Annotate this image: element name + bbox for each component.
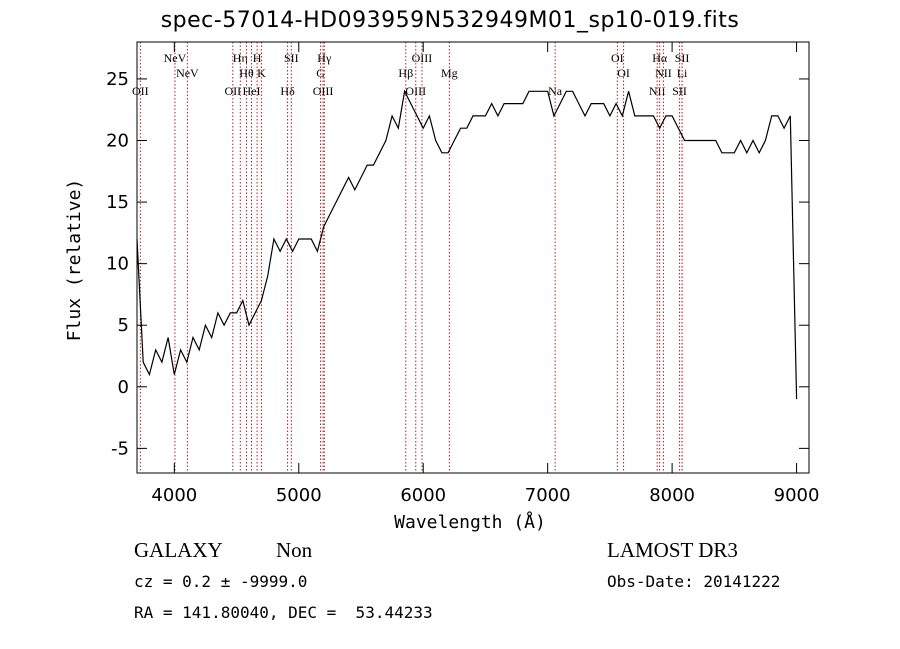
x-tick-label: 8000 bbox=[649, 485, 695, 506]
emission-line-markers: OIINeVNeVOIIHηHθHeIHKHδSIIGOIIIHγHβOIIIO… bbox=[132, 42, 689, 473]
line-marker-label: Hγ bbox=[317, 51, 332, 65]
line-marker-label: OIII bbox=[313, 84, 334, 98]
line-marker-label: SII bbox=[675, 51, 690, 65]
line-marker-label: SII bbox=[284, 51, 299, 65]
line-marker-label: NII bbox=[655, 66, 672, 80]
y-tick-label: 0 bbox=[118, 377, 129, 398]
line-marker-label: OIII bbox=[412, 51, 433, 65]
line-marker-label: Mg bbox=[441, 66, 458, 80]
y-axis-label: Flux (relative) bbox=[64, 179, 85, 342]
line-marker-label: NeV bbox=[164, 51, 187, 65]
line-marker-label: Hθ bbox=[239, 66, 254, 80]
line-marker-label: G bbox=[316, 66, 325, 80]
x-axis-label: Wavelength (Å) bbox=[394, 511, 546, 533]
line-marker-label: H bbox=[253, 51, 262, 65]
line-marker-label: OI bbox=[617, 66, 630, 80]
y-tick-label: 5 bbox=[118, 315, 129, 336]
y-tick-label: 20 bbox=[106, 131, 129, 152]
line-marker-label: NeV bbox=[176, 66, 199, 80]
y-tick-label: 25 bbox=[106, 69, 129, 90]
x-tick-label: 4000 bbox=[151, 485, 197, 506]
coordinates-text: RA = 141.80040, DEC = 53.44233 bbox=[134, 603, 433, 622]
y-tick-label: -5 bbox=[111, 438, 129, 459]
x-axis: 4000 5000 6000 7000 8000 9000 bbox=[151, 42, 819, 506]
line-marker-label: Na bbox=[548, 84, 563, 98]
line-marker-label: OII bbox=[224, 84, 241, 98]
redshift-text: cz = 0.2 ± -9999.0 bbox=[134, 572, 308, 591]
line-marker-label: Li bbox=[677, 66, 688, 80]
plot-frame bbox=[136, 41, 810, 474]
x-tick-label: 6000 bbox=[400, 485, 446, 506]
obs-date-text: Obs-Date: 20141222 bbox=[607, 572, 781, 591]
survey-label: LAMOST DR3 bbox=[607, 538, 738, 562]
line-marker-label: K bbox=[257, 66, 266, 80]
line-marker-label: Hη bbox=[233, 51, 248, 65]
y-tick-label: 15 bbox=[106, 192, 129, 213]
line-marker-label: OIII bbox=[405, 84, 426, 98]
y-tick-label: 10 bbox=[106, 254, 129, 275]
line-marker-label: OI bbox=[611, 51, 624, 65]
line-marker-label: SII bbox=[672, 84, 687, 98]
x-tick-label: 5000 bbox=[276, 485, 322, 506]
line-marker-label: HeI bbox=[242, 84, 260, 98]
x-tick-label: 7000 bbox=[525, 485, 571, 506]
y-axis: -5 0 5 10 15 20 25 bbox=[106, 69, 809, 459]
chart-title: spec-57014-HD093959N532949M01_sp10-019.f… bbox=[160, 8, 740, 33]
object-class-label: GALAXY bbox=[134, 538, 223, 562]
object-subclass-label: Non bbox=[276, 538, 313, 562]
spectrum-line bbox=[136, 89, 798, 400]
line-marker-label: Hβ bbox=[398, 66, 413, 80]
line-marker-label: Hδ bbox=[280, 84, 295, 98]
x-tick-label: 9000 bbox=[774, 485, 820, 506]
line-marker-label: OII bbox=[132, 84, 149, 98]
line-marker-label: Hα bbox=[652, 51, 668, 65]
line-marker-label: NII bbox=[649, 84, 666, 98]
